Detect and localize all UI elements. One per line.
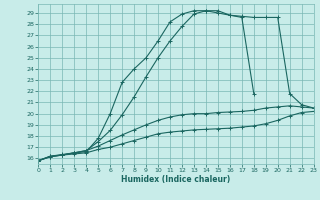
X-axis label: Humidex (Indice chaleur): Humidex (Indice chaleur) bbox=[121, 175, 231, 184]
